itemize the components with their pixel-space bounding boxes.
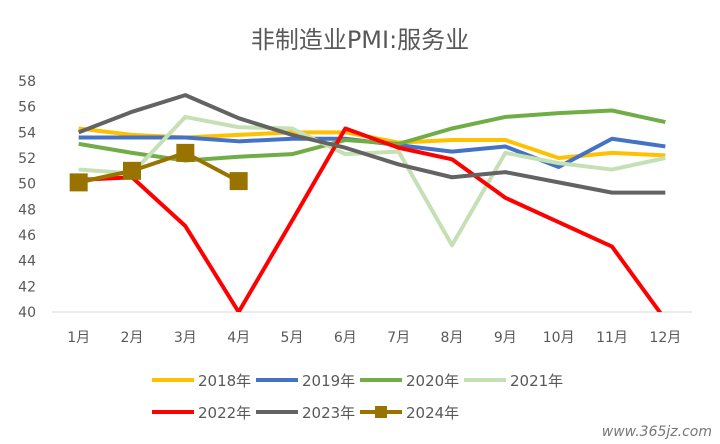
y-tick-label: 46 [18, 228, 36, 244]
chart-title: 非制造业PMI:服务业 [250, 26, 470, 54]
series-line-2022年 [78, 126, 663, 312]
data-point-marker [229, 172, 248, 191]
x-tick-label: 10月 [543, 330, 575, 346]
legend-label: 2018年 [198, 372, 251, 390]
series-line-2024年 [78, 150, 240, 185]
series-line-2021年 [78, 114, 666, 248]
series-line-2023年 [77, 93, 666, 195]
x-tick-label: 8月 [441, 330, 464, 346]
data-point-marker [69, 173, 88, 192]
y-tick-label: 42 [18, 279, 36, 295]
legend-label: 2020年 [406, 372, 459, 390]
x-tick-label: 9月 [494, 330, 517, 346]
data-point-marker [176, 143, 195, 162]
legend-label: 2022年 [198, 404, 251, 422]
legend-label: 2021年 [510, 372, 563, 390]
x-tick-label: 3月 [174, 330, 197, 346]
x-tick-label: 12月 [649, 330, 681, 346]
x-tick-label: 1月 [67, 330, 90, 346]
y-tick-label: 54 [18, 125, 36, 141]
legend-marker [375, 406, 387, 418]
x-tick-label: 11月 [596, 330, 628, 346]
x-tick-label: 2月 [121, 330, 144, 346]
x-tick-label: 6月 [334, 330, 357, 346]
y-tick-label: 58 [18, 74, 36, 90]
watermark: www.365jz.com [601, 424, 712, 440]
y-tick-label: 44 [18, 254, 36, 270]
x-tick-label: 4月 [227, 330, 250, 346]
legend-label: 2024年 [406, 404, 459, 422]
x-tick-label: 7月 [387, 330, 410, 346]
y-tick-label: 40 [18, 305, 36, 321]
data-point-marker [123, 161, 141, 180]
y-tick-label: 48 [18, 202, 36, 218]
y-tick-label: 52 [18, 151, 36, 167]
y-tick-label: 56 [18, 100, 36, 116]
legend-label: 2019年 [302, 372, 355, 390]
legend-label: 2023年 [302, 404, 355, 422]
x-tick-label: 5月 [281, 330, 304, 346]
y-tick-label: 50 [18, 177, 36, 193]
